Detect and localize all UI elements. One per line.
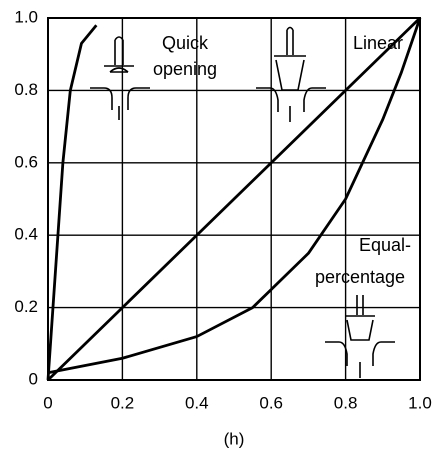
equal-percentage-icon [325,295,395,378]
annotation: Quick [162,33,209,53]
data-line [47,17,422,375]
x-tick-label: 0.8 [334,393,358,412]
x-tick-label: 0.2 [111,393,135,412]
y-tick-label: 0.2 [14,297,38,316]
data-line [47,16,421,382]
x-tick-label: 0.6 [259,393,283,412]
annotation: opening [153,59,217,79]
y-tick-label: 0.4 [14,225,38,244]
annotation: percentage [315,267,405,287]
y-tick-label: 1.0 [14,7,38,26]
x-tick-label: 0 [43,393,52,412]
annotation: Equal- [359,235,411,255]
quick-opening-icon [90,36,150,120]
linear-icon [256,26,326,122]
y-tick-label: 0 [29,369,38,388]
y-tick-label: 0.8 [14,80,38,99]
y-tick-label: 0.6 [14,152,38,171]
x-tick-label: 0.4 [185,393,209,412]
data-line [46,24,98,381]
x-axis-label: (h) [224,429,245,448]
x-tick-label: 1.0 [408,393,432,412]
